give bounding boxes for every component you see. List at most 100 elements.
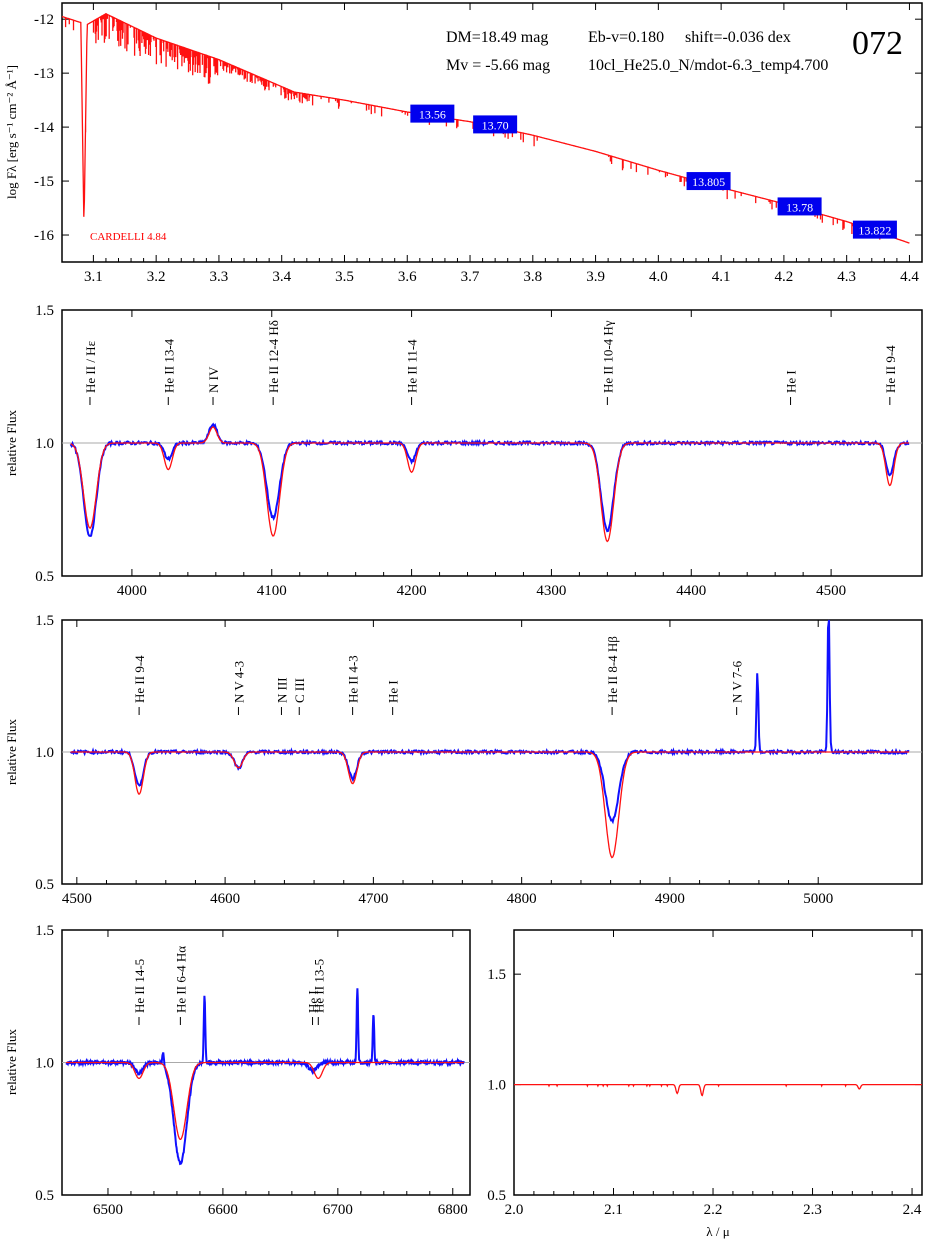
p3-line-id-label: He II 6-4 Hα xyxy=(173,946,188,1013)
sed-xtick-label: 3.5 xyxy=(335,269,354,285)
photometry-magnitude: 13.822 xyxy=(858,224,891,238)
flux-shift: shift=-0.036 dex xyxy=(685,29,791,46)
sed-xtick-label: 3.2 xyxy=(147,269,166,285)
infrared-spectrum-panel: 2.0 2.1 2.2 2.3 2.4 0.5 1.0 1.5 λ / μ xyxy=(487,929,923,1239)
ir-xtick-label: 2.1 xyxy=(604,1202,623,1218)
p1-line-id-label: He II / Hε xyxy=(83,340,98,393)
sed-xtick-label: 4.0 xyxy=(649,269,668,285)
blue2-model-spectrum xyxy=(70,751,910,859)
ir-ytick-label: 0.5 xyxy=(487,1188,506,1204)
p2-line-id-label: N V 4-3 xyxy=(231,661,246,703)
sed-xtick-label: 3.8 xyxy=(523,269,542,285)
blue-spectrum-panel-1: relative Flux 4000 4100 4200 4300 4400 4500 0.… xyxy=(4,303,923,599)
sed-xtick-label: 3.3 xyxy=(210,269,229,285)
sed-xtick-label: 3.9 xyxy=(586,269,605,285)
p1-xtick-label: 4000 xyxy=(117,583,147,599)
p2-line-id-label: He II 8-4 Hβ xyxy=(605,636,620,703)
star-id: 072 xyxy=(852,25,903,62)
model-name: 10cl_He25.0_N/mdot-6.3_temp4.700 xyxy=(588,57,828,74)
blue2-observed-spectrum xyxy=(69,619,910,825)
photometry-box xyxy=(686,172,731,191)
p2-ytick-label: 1.5 xyxy=(35,613,54,629)
p1-line-id-label: He II 9-4 xyxy=(883,345,898,393)
sed-ytick-label: -16 xyxy=(34,228,54,244)
p1-line-id-label: He II 12-4 Hδ xyxy=(266,320,281,393)
p3-line-id-label: He II 13-5 xyxy=(311,959,326,1013)
sed-ytick-label: -13 xyxy=(34,66,54,82)
p1-ytick-label: 1.5 xyxy=(35,303,54,319)
p1-line-id-label: He II 13-4 xyxy=(161,338,176,393)
blue-spectrum-panel-2: relative Flux 4500 4600 4700 4800 4900 5000 0.… xyxy=(4,613,923,907)
p2-xtick-label: 4500 xyxy=(62,891,92,907)
photometry-magnitude: 13.805 xyxy=(692,175,725,189)
red-ylabel: relative Flux xyxy=(4,1028,19,1095)
ir-xtick-label: 2.2 xyxy=(704,1202,723,1218)
p1-line-id-label: He II 11-4 xyxy=(405,339,420,393)
sed-xtick-label: 3.4 xyxy=(272,269,291,285)
ir-xtick-label: 2.3 xyxy=(803,1202,822,1218)
p1-line-id-label: N IV xyxy=(206,366,221,393)
p1-xtick-label: 4200 xyxy=(397,583,427,599)
p3-ytick-label: 1.5 xyxy=(35,923,54,939)
p2-line-id-label: N V 7-6 xyxy=(730,660,745,703)
sed-frame xyxy=(61,2,923,263)
ir-ytick-label: 1.5 xyxy=(487,967,506,983)
p3-line-id-label: He II 14-5 xyxy=(132,959,147,1013)
p1-line-id-label: He II 10-4 Hγ xyxy=(600,320,615,393)
p2-line-id-label: C III xyxy=(292,678,307,703)
photometry-box xyxy=(852,220,897,239)
p3-xtick-label: 6800 xyxy=(438,1202,468,1218)
p2-ytick-label: 0.5 xyxy=(35,877,54,893)
p1-xtick-label: 4400 xyxy=(676,583,706,599)
sed-ytick-label: -14 xyxy=(34,120,54,136)
photometry-magnitude: 13.70 xyxy=(482,118,509,132)
sed-ylabel: log Fλ [erg s⁻¹ cm⁻² Å⁻¹] xyxy=(4,65,19,199)
p1-xtick-label: 4300 xyxy=(536,583,566,599)
p1-line-id-label: He I xyxy=(784,370,799,393)
red-observed-spectrum xyxy=(65,988,465,1166)
reddening-law: CARDELLI 4.84 xyxy=(90,231,167,243)
sed-xtick-label: 3.1 xyxy=(84,269,103,285)
blue2-ylabel: relative Flux xyxy=(4,718,19,785)
p1-ytick-label: 0.5 xyxy=(35,569,54,585)
p2-line-id-label: He II 4-3 xyxy=(346,655,361,703)
p2-xtick-label: 4800 xyxy=(507,891,537,907)
p3-ytick-label: 0.5 xyxy=(35,1188,54,1204)
red-model-spectrum xyxy=(66,1061,464,1140)
p3-line-id-label: He I xyxy=(306,990,321,1013)
p2-line-id-label: He II 9-4 xyxy=(132,655,147,703)
sed-model-line xyxy=(61,12,910,244)
ir-ytick-label: 1.0 xyxy=(487,1078,506,1094)
photometry-box xyxy=(473,115,518,134)
blue1-model-spectrum xyxy=(70,426,910,543)
sed-xtick-label: 4.4 xyxy=(900,269,919,285)
ir-xlabel: λ / μ xyxy=(706,1224,729,1239)
ir-model-spectrum xyxy=(514,1083,922,1097)
sed-panel: 3.1 3.2 3.3 3.4 3.5 3.6 3.7 3.8 3.9 4.0 4.1 4.2 4.3 4… xyxy=(4,2,923,285)
sed-ytick-label: -15 xyxy=(34,174,54,190)
p2-xtick-label: 4600 xyxy=(210,891,240,907)
p1-xtick-label: 4500 xyxy=(816,583,846,599)
sed-xtick-label: 4.1 xyxy=(712,269,731,285)
sed-ytick-label: -12 xyxy=(34,12,54,28)
p2-line-id-label: N III xyxy=(274,677,289,703)
photometry-magnitude: 13.78 xyxy=(786,200,813,214)
p2-ytick-label: 1.0 xyxy=(35,745,54,761)
ir-xtick-label: 2.4 xyxy=(903,1202,922,1218)
distance-modulus: DM=18.49 mag xyxy=(446,29,548,46)
p2-line-id-label: He I xyxy=(386,680,401,703)
photometry-box xyxy=(410,104,455,123)
ir-xtick-label: 2.0 xyxy=(505,1202,524,1218)
color-excess: Eb-v=0.180 xyxy=(588,29,664,46)
sed-xtick-label: 4.3 xyxy=(837,269,856,285)
absolute-magnitude: Mv = -5.66 mag xyxy=(446,57,550,74)
p3-ytick-label: 1.0 xyxy=(35,1056,54,1072)
p1-ytick-label: 1.0 xyxy=(35,436,54,452)
blue1-observed-spectrum xyxy=(69,422,910,538)
p3-xtick-label: 6600 xyxy=(208,1202,238,1218)
sed-xtick-label: 3.6 xyxy=(398,269,417,285)
photometry-magnitude: 13.56 xyxy=(419,108,446,122)
sed-xtick-label: 4.2 xyxy=(775,269,794,285)
sed-xtick-label: 3.7 xyxy=(461,269,480,285)
